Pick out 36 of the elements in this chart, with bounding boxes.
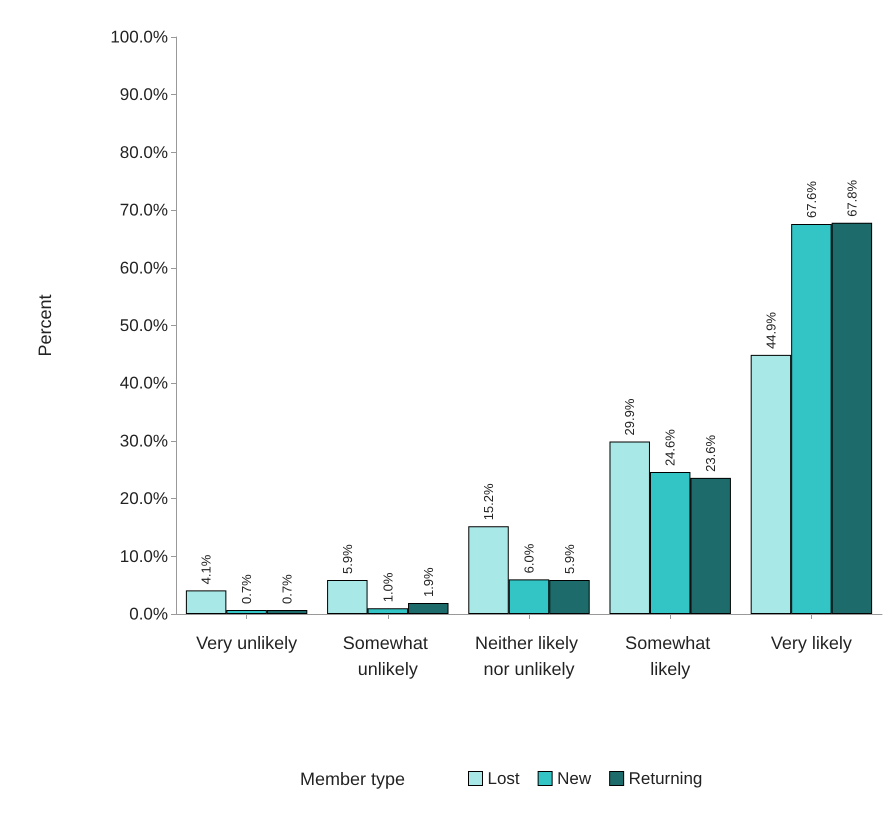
data-label: 4.1% [198, 554, 214, 584]
y-axis-title: Percent [35, 294, 55, 357]
x-tick-label: Very likely [770, 633, 852, 653]
y-tick-label: 90.0% [120, 85, 168, 104]
x-tick-label: Neither likely nor unlikely [474, 633, 584, 679]
data-label: 1.9% [420, 566, 436, 598]
data-label: 6.0% [522, 543, 536, 574]
data-label: 29.9% [622, 398, 638, 436]
y-tick-label: 50.0% [120, 316, 168, 335]
data-label: 5.9% [340, 544, 355, 574]
y-tick-label: 70.0% [120, 200, 168, 220]
y-tick-label: 60.0% [120, 258, 168, 278]
data-label: 67.8% [844, 179, 860, 217]
legend-title: Member type [300, 769, 406, 789]
y-tick-label: 0.0% [129, 604, 168, 624]
data-label: 5.9% [562, 544, 577, 574]
legend-label: Lost [488, 769, 520, 788]
data-label: 24.6% [662, 428, 678, 466]
legend-label: Returning [628, 769, 702, 788]
x-tick-label: Very unlikely [196, 633, 298, 653]
legend-label: New [557, 769, 592, 788]
data-label: 1.0% [380, 572, 396, 602]
data-label: 23.6% [703, 434, 718, 472]
y-tick-label: 40.0% [120, 374, 168, 393]
x-tick-label: Somewhat likely [625, 633, 716, 679]
y-tick-label: 100.0% [110, 28, 168, 46]
data-label: 44.9% [763, 312, 778, 349]
y-tick-label: 30.0% [120, 431, 168, 450]
y-tick-label: 80.0% [120, 142, 168, 162]
data-label: 15.2% [481, 482, 496, 520]
data-label: 67.6% [804, 180, 819, 218]
y-tick-label: 10.0% [120, 546, 168, 566]
data-label: 0.7% [280, 574, 295, 604]
y-tick-label: 20.0% [120, 489, 168, 508]
data-label: 0.7% [239, 574, 254, 604]
x-tick-label: Somewhat unlikely [342, 633, 433, 679]
